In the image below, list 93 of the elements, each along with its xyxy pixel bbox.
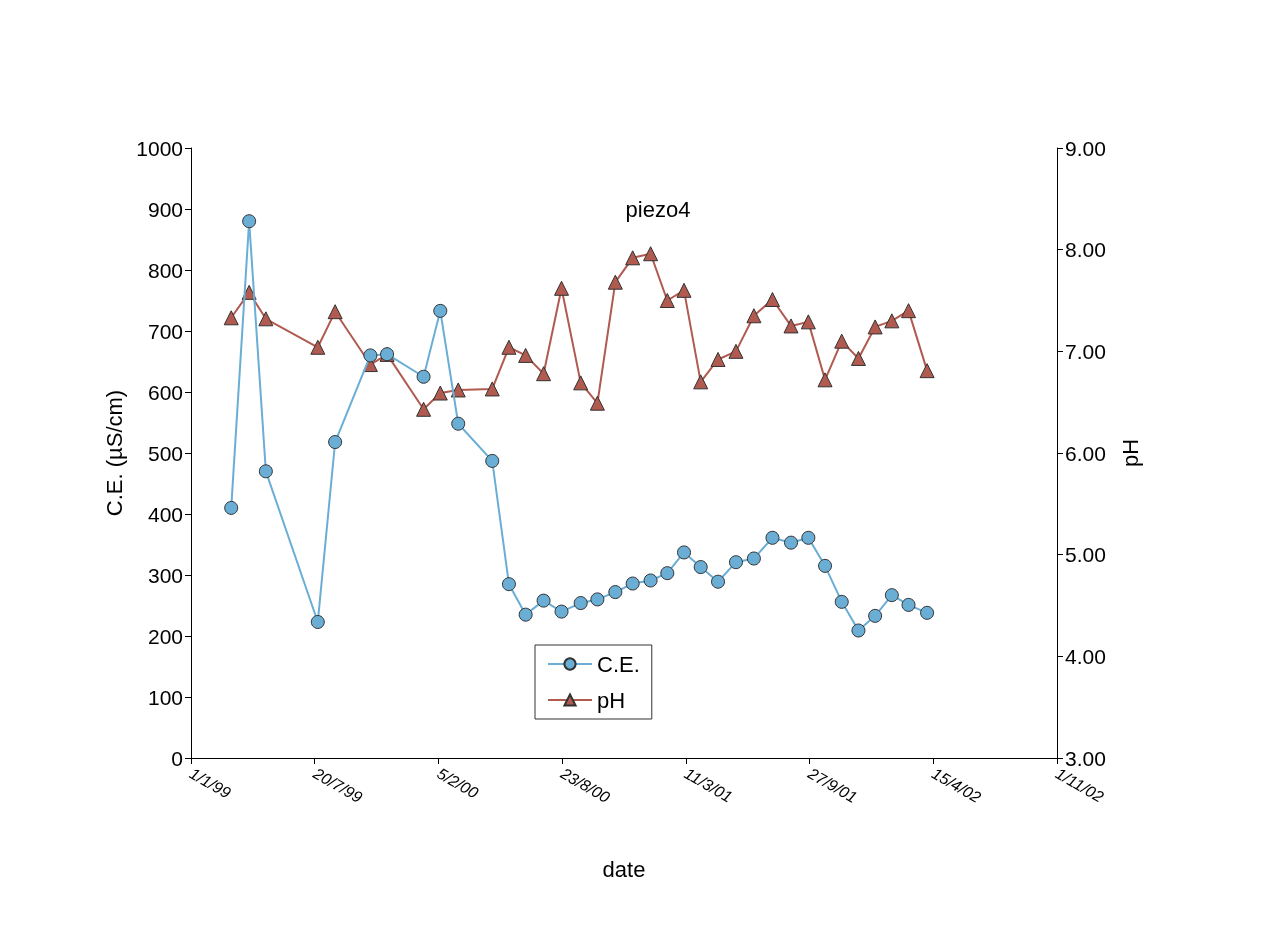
point [784,535,799,550]
x-tick-label: 1/1/99 [186,764,234,802]
point [608,585,623,600]
point [310,614,325,629]
y-tick-label: 700 [147,319,183,343]
point [850,350,866,366]
y-tick-label: 400 [147,502,183,526]
y2-tick-label: 9.00 [1065,136,1106,160]
point [536,366,552,382]
point [416,401,432,417]
point [328,435,343,450]
point [573,375,589,391]
point [884,313,900,329]
y2-tick-label: 8.00 [1065,238,1106,262]
point [258,311,274,327]
point [711,574,726,589]
point [728,555,743,570]
point [363,348,378,363]
legend-label: pH [597,687,626,713]
point [901,303,917,319]
point [518,347,534,363]
point [450,382,466,398]
y-tick-label: 300 [147,563,183,587]
point [451,416,466,431]
point [660,566,675,581]
y2-axis-title: pH [1117,438,1143,468]
point [919,363,935,379]
y-tick-label: 800 [147,258,183,282]
point [710,351,726,367]
point [501,339,517,355]
y-tick-label: 1000 [136,136,183,160]
point [223,310,239,326]
point [867,319,883,335]
point [643,573,658,588]
point [625,576,640,591]
point [536,593,551,608]
point [800,314,816,330]
point [834,333,850,349]
point [746,551,761,566]
point [783,318,799,334]
point [818,558,833,573]
y-tick-label: 500 [147,441,183,465]
point [501,577,516,592]
point [416,369,431,384]
y-axis-title: C.E. (µS/cm) [101,389,127,517]
y-tick-label: 200 [147,624,183,648]
y2-tick-label: 3.00 [1065,746,1106,770]
point [554,604,569,619]
point [224,500,239,515]
legend-label: C.E. [597,651,640,677]
point [485,453,500,468]
text: piezo4 [625,196,691,222]
point [659,293,675,308]
point [901,597,916,612]
point [676,282,692,298]
point [607,274,623,290]
x-axis-title: date [602,856,646,882]
point [868,608,883,623]
y2-tick-label: 5.00 [1065,543,1106,567]
point [242,214,257,229]
point [573,596,588,611]
point [677,545,691,560]
point [432,385,448,401]
point [643,246,659,262]
point [746,308,762,324]
point [693,374,709,390]
point [817,372,833,388]
point [590,592,605,607]
point [851,623,866,638]
y2-tick-label: 6.00 [1065,441,1106,465]
y2-tick-label: 7.00 [1065,339,1106,363]
point [310,339,326,355]
point [625,250,641,266]
point [484,381,500,397]
point [765,530,780,545]
point [693,560,708,575]
point [589,395,605,411]
point [728,343,744,359]
point [920,605,935,620]
point [258,464,273,479]
point [764,291,780,307]
point [433,303,448,318]
point [884,588,899,603]
point [801,530,816,545]
y2-tick-label: 4.00 [1065,644,1106,668]
y-tick-label: 600 [147,380,183,404]
point [554,280,570,296]
point [834,594,849,609]
y-tick-label: 100 [147,685,183,709]
y-tick-label: 900 [147,197,183,221]
point [327,304,343,320]
point [518,607,533,622]
y-tick-label: 0 [171,746,183,770]
